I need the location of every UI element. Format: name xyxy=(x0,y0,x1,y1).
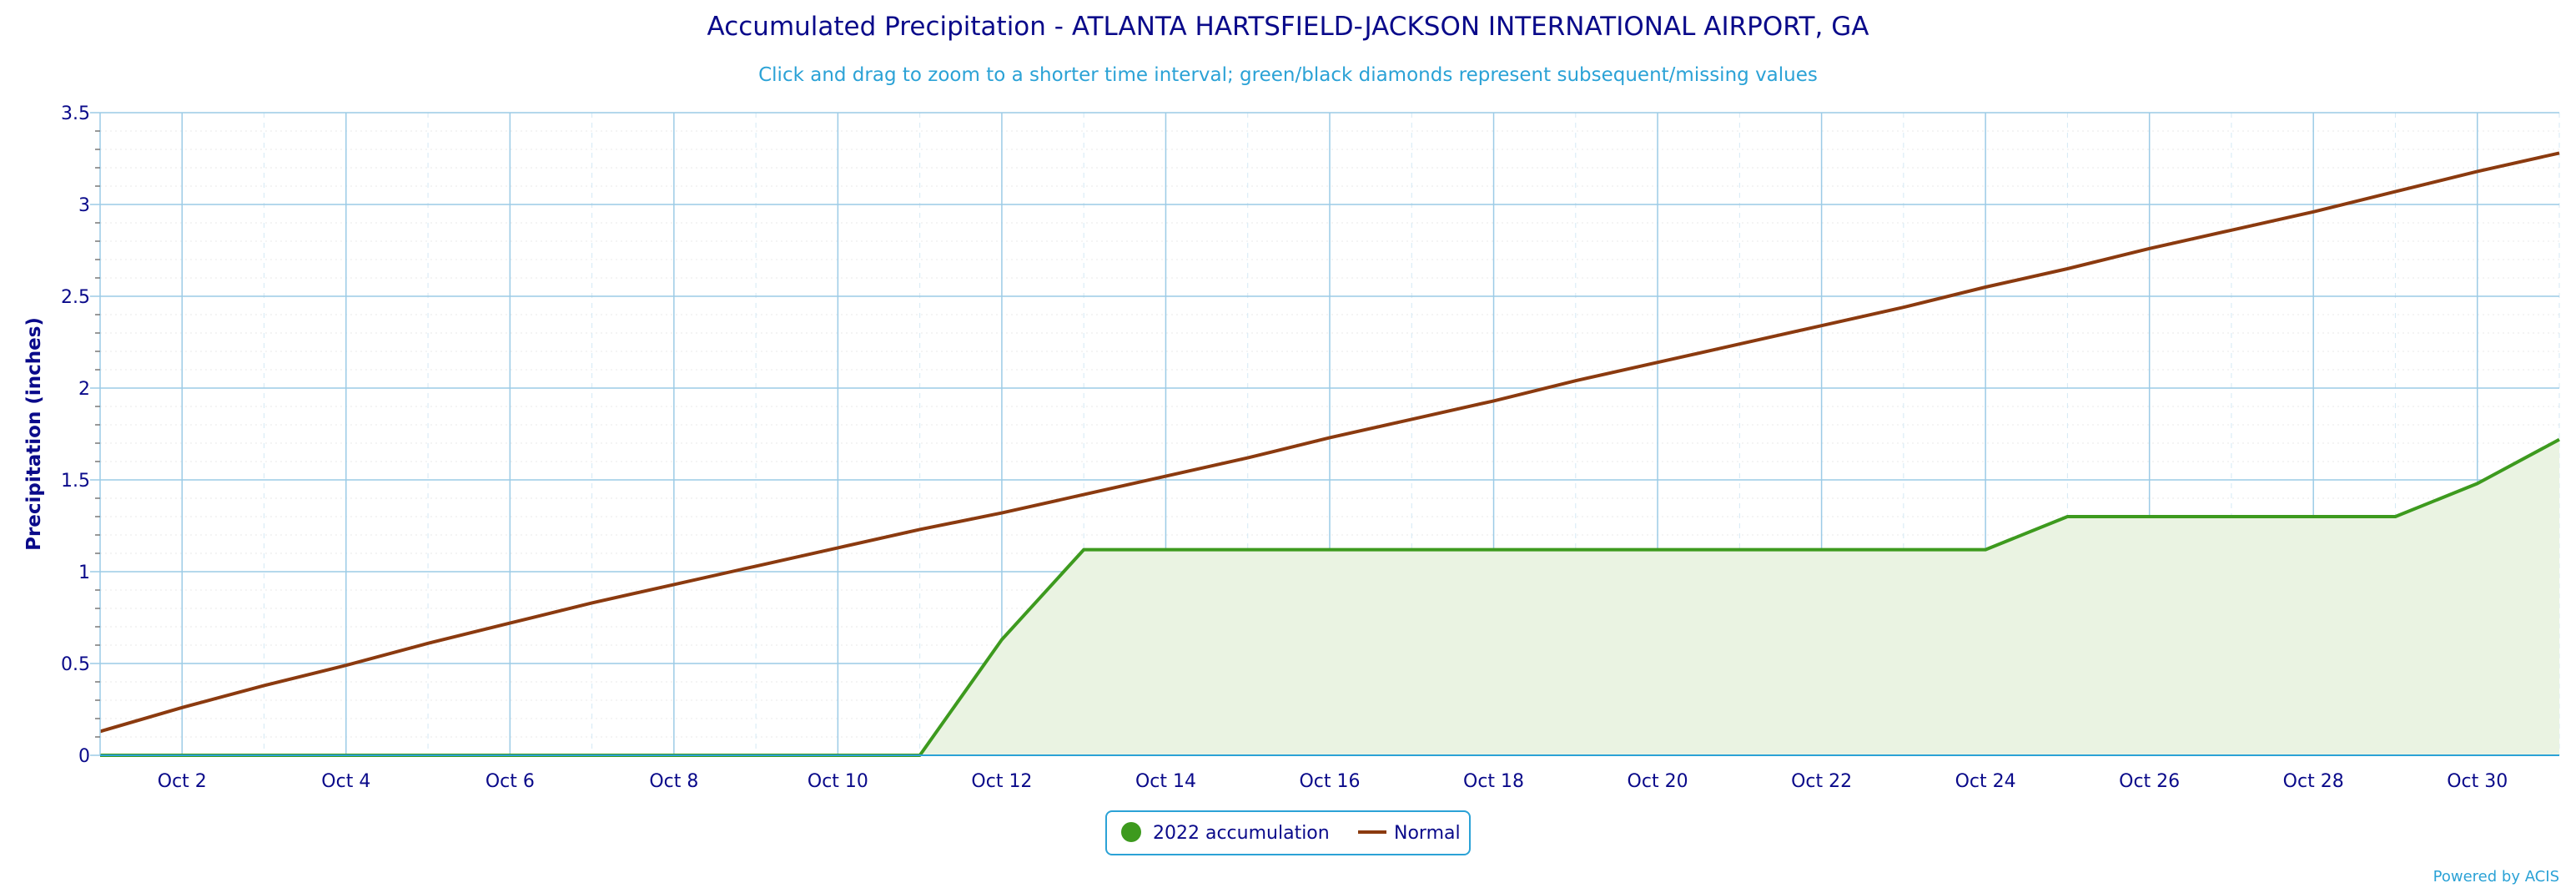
data-point-2022-accumulation[interactable] xyxy=(2063,512,2071,521)
data-point-2022-accumulation[interactable] xyxy=(1407,546,1416,554)
data-point-normal[interactable] xyxy=(1326,433,1334,441)
accumulation-area-layer xyxy=(100,439,2559,755)
x-tick-label: Oct 18 xyxy=(1463,771,1524,792)
series-line-normal[interactable] xyxy=(99,151,2560,734)
data-point-normal[interactable] xyxy=(1490,396,1498,405)
data-point-normal[interactable] xyxy=(1161,472,1170,481)
data-point-normal[interactable] xyxy=(1899,303,1908,311)
data-point-normal[interactable] xyxy=(2227,226,2236,235)
x-tick-label: Oct 30 xyxy=(2447,771,2508,792)
x-tick-label: Oct 8 xyxy=(649,771,698,792)
x-tick-label: Oct 28 xyxy=(2283,771,2344,792)
data-point-normal[interactable] xyxy=(2473,167,2482,175)
x-tick-label: Oct 24 xyxy=(1955,771,2016,792)
y-tick-label: 1 xyxy=(78,563,90,583)
x-tick-label: Oct 14 xyxy=(1135,771,1196,792)
data-point-normal[interactable] xyxy=(1981,283,1990,291)
data-point-2022-accumulation[interactable] xyxy=(2555,436,2563,444)
data-point-2022-accumulation[interactable] xyxy=(1244,546,1252,554)
data-point-2022-accumulation[interactable] xyxy=(1899,546,1908,554)
data-point-normal[interactable] xyxy=(260,681,269,689)
legend-label-normal: Normal xyxy=(1394,823,1461,844)
data-point-normal[interactable] xyxy=(2146,245,2154,253)
data-point-normal[interactable] xyxy=(2309,208,2317,216)
data-point-normal[interactable] xyxy=(506,619,514,628)
data-point-2022-accumulation[interactable] xyxy=(998,635,1006,643)
data-point-normal[interactable] xyxy=(342,661,350,669)
y-axis-label: Precipitation (inches) xyxy=(23,317,45,551)
x-tick-label: Oct 10 xyxy=(808,771,868,792)
data-point-normal[interactable] xyxy=(998,509,1006,517)
data-point-2022-accumulation[interactable] xyxy=(1161,546,1170,554)
legend-item-normal[interactable]: Normal xyxy=(1358,823,1461,844)
data-point-2022-accumulation[interactable] xyxy=(2309,512,2317,521)
data-point-normal[interactable] xyxy=(2391,188,2399,196)
legend-swatch-2022-accumulation xyxy=(1121,822,1141,842)
x-tick-label: Oct 16 xyxy=(1299,771,1360,792)
data-point-normal[interactable] xyxy=(2063,265,2071,273)
data-point-normal[interactable] xyxy=(833,543,842,552)
data-point-normal[interactable] xyxy=(1653,358,1662,366)
data-point-normal[interactable] xyxy=(752,562,760,570)
data-point-normal[interactable] xyxy=(916,525,924,533)
data-point-normal[interactable] xyxy=(588,598,596,607)
legend-label-2022-accumulation: 2022 accumulation xyxy=(1153,823,1330,844)
legend[interactable]: 2022 accumulation Normal xyxy=(1105,810,1471,855)
y-tick-label: 3 xyxy=(78,195,90,216)
data-point-normal[interactable] xyxy=(1079,491,1088,499)
data-point-2022-accumulation[interactable] xyxy=(1572,546,1580,554)
data-point-normal[interactable] xyxy=(178,704,186,712)
y-tick-label: 1.5 xyxy=(61,471,90,492)
data-point-normal[interactable] xyxy=(2555,149,2563,157)
data-point-normal[interactable] xyxy=(424,639,432,648)
x-tick-label: Oct 6 xyxy=(486,771,535,792)
data-point-2022-accumulation[interactable] xyxy=(1981,546,1990,554)
y-tick-label: 3.5 xyxy=(61,103,90,124)
x-tick-label: Oct 12 xyxy=(971,771,1032,792)
data-point-normal[interactable] xyxy=(1572,376,1580,385)
data-point-2022-accumulation[interactable] xyxy=(1079,546,1088,554)
y-tick-label: 0 xyxy=(78,746,90,767)
data-point-normal[interactable] xyxy=(670,580,678,588)
x-tick-label: Oct 2 xyxy=(158,771,207,792)
chart-subtitle: Click and drag to zoom to a shorter time… xyxy=(758,64,1818,86)
x-tick-labels: Oct 2 Oct 4 Oct 6 Oct 8 Oct 10 Oct 12 Oct 14 Oc… xyxy=(158,771,2508,792)
data-point-2022-accumulation[interactable] xyxy=(2391,512,2399,521)
chart-title: Accumulated Precipitation - ATLANTA HART… xyxy=(707,12,1869,42)
data-point-normal[interactable] xyxy=(1407,415,1416,423)
powered-by-credit[interactable]: Powered by ACIS xyxy=(2433,868,2559,885)
data-point-2022-accumulation[interactable] xyxy=(1490,546,1498,554)
accumulation-area-fill xyxy=(100,439,2559,755)
data-point-2022-accumulation[interactable] xyxy=(1326,546,1334,554)
data-point-normal[interactable] xyxy=(1244,454,1252,462)
data-point-2022-accumulation[interactable] xyxy=(1818,546,1826,554)
data-point-normal[interactable] xyxy=(1818,321,1826,330)
x-tick-label: Oct 26 xyxy=(2119,771,2180,792)
x-tick-label: Oct 4 xyxy=(321,771,370,792)
y-tick-label: 2 xyxy=(78,379,90,400)
data-point-2022-accumulation[interactable] xyxy=(1653,546,1662,554)
x-tick-label: Oct 20 xyxy=(1628,771,1688,792)
data-point-normal[interactable] xyxy=(1735,340,1743,348)
legend-box xyxy=(1105,810,1471,855)
data-point-2022-accumulation[interactable] xyxy=(1735,546,1743,554)
data-point-2022-accumulation[interactable] xyxy=(2227,512,2236,521)
x-tick-label: Oct 22 xyxy=(1791,771,1852,792)
y-tick-label: 2.5 xyxy=(61,287,90,308)
axes xyxy=(90,112,2559,756)
data-point-2022-accumulation[interactable] xyxy=(2146,512,2154,521)
y-tick-labels: 0 0.5 1 1.5 2 2.5 3 3.5 xyxy=(61,103,90,767)
y-tick-label: 0.5 xyxy=(61,654,90,675)
legend-item-2022-accumulation[interactable]: 2022 accumulation xyxy=(1121,822,1330,844)
data-point-2022-accumulation[interactable] xyxy=(2473,479,2482,487)
